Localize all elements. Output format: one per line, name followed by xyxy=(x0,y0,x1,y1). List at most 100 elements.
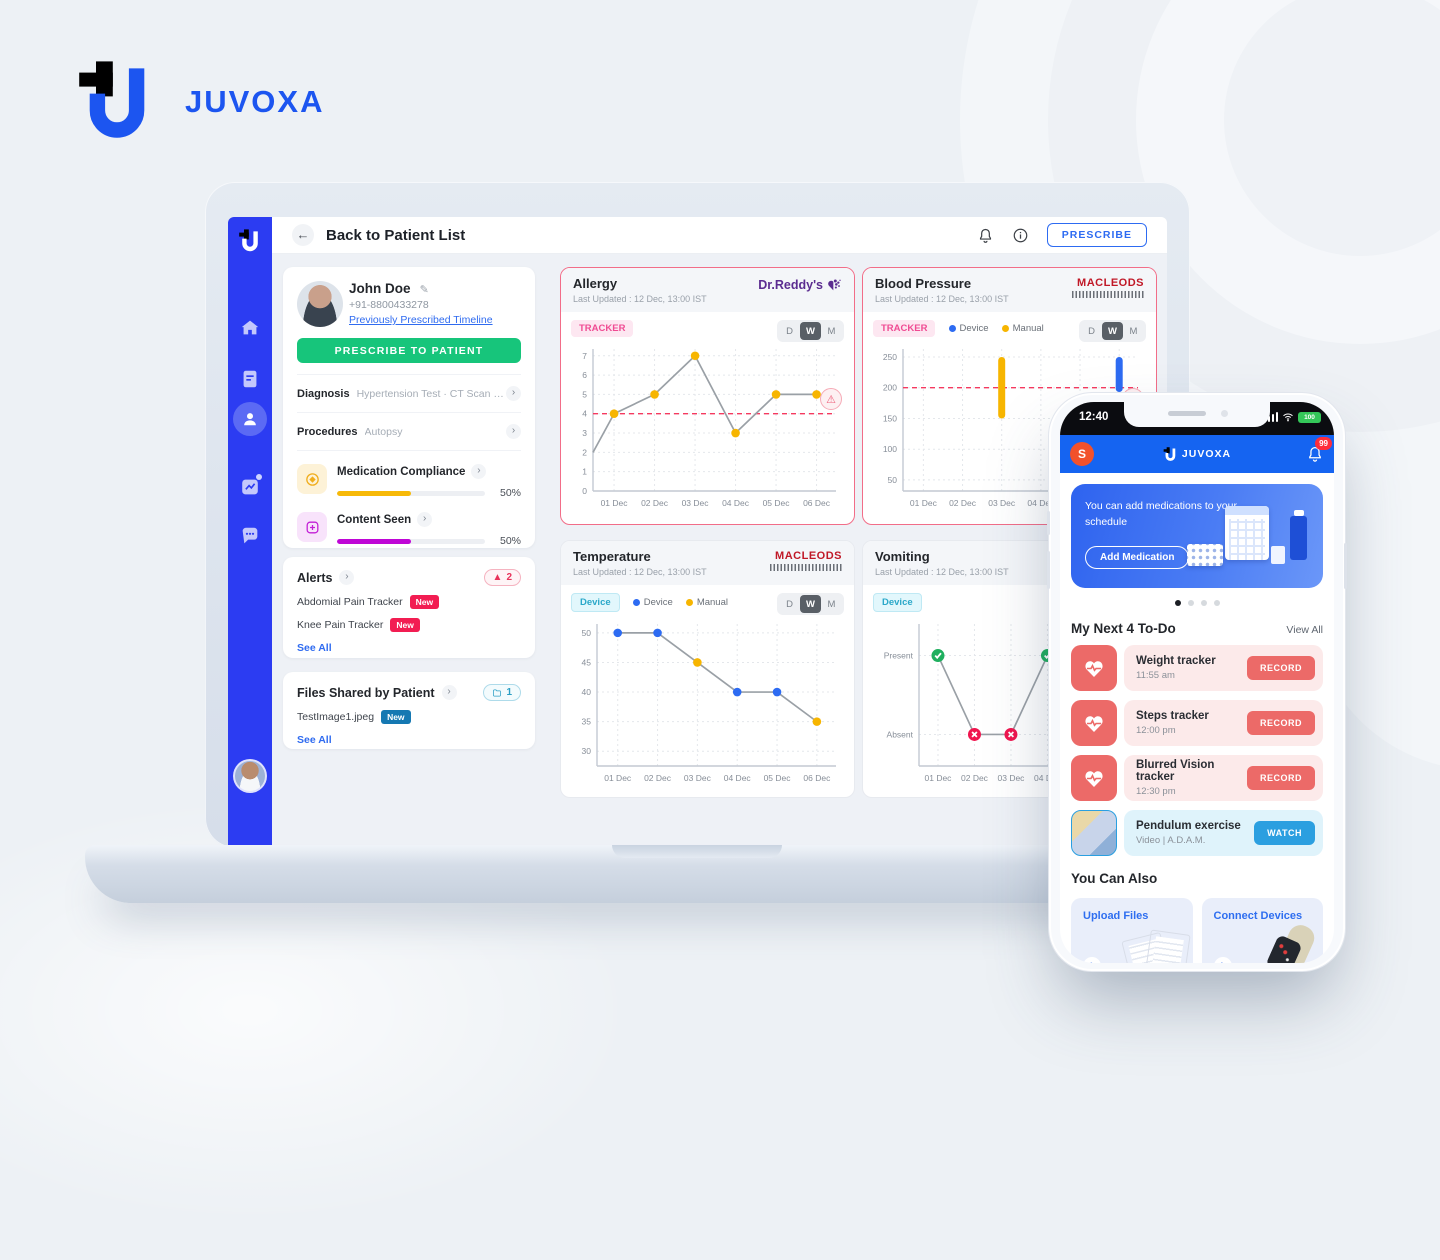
toggle-day[interactable]: D xyxy=(786,598,793,610)
macleods-logo: MACLEODS xyxy=(770,550,842,571)
watch-button[interactable]: WATCH xyxy=(1254,821,1315,845)
prescribe-button[interactable]: PRESCRIBE xyxy=(1046,223,1147,247)
medication-compliance-bar xyxy=(337,490,485,496)
medication-compliance-icon xyxy=(297,464,327,494)
alert-item[interactable]: Knee Pain Tracker New xyxy=(297,618,521,632)
svg-text:2: 2 xyxy=(582,447,587,457)
front-camera xyxy=(1221,410,1228,417)
chevron-right-icon[interactable]: › xyxy=(506,424,521,439)
todo-item-time: 12:00 pm xyxy=(1136,725,1176,736)
tracker-badge: TRACKER xyxy=(571,320,634,337)
heart-pulse-icon xyxy=(1071,645,1117,691)
content-seen-label: Content Seen xyxy=(337,513,412,526)
svg-text:06 Dec: 06 Dec xyxy=(803,498,831,508)
connect-devices-card[interactable]: Connect Devices › xyxy=(1201,898,1323,963)
todo-title: My Next 4 To-Do xyxy=(1071,621,1176,636)
phone-bell-icon[interactable]: 99 xyxy=(1306,437,1332,463)
svg-text:02 Dec: 02 Dec xyxy=(961,773,989,783)
toggle-month[interactable]: M xyxy=(1129,325,1138,337)
phone-juvoxa-logo: JUVOXA xyxy=(1163,447,1231,462)
chevron-right-icon[interactable]: › xyxy=(471,464,487,479)
phone-button xyxy=(1047,551,1050,589)
pill-blister-illustration xyxy=(1187,544,1223,566)
svg-text:Absent: Absent xyxy=(887,729,914,739)
view-all-link[interactable]: View All xyxy=(1286,624,1323,636)
info-icon[interactable] xyxy=(1012,227,1029,244)
doctor-avatar[interactable] xyxy=(235,761,265,791)
toggle-day[interactable]: D xyxy=(786,325,793,337)
files-card: Files Shared by Patient › 1 TestImage1.j… xyxy=(283,672,535,749)
toggle-month[interactable]: M xyxy=(827,598,836,610)
svg-text:35: 35 xyxy=(582,717,592,727)
sidebar-item-patients[interactable] xyxy=(233,402,267,436)
allergy-title: Allergy xyxy=(573,276,618,291)
device-badge: Device xyxy=(571,593,620,612)
procedures-row[interactable]: Procedures Autopsy › xyxy=(297,412,521,439)
record-button[interactable]: RECORD xyxy=(1246,766,1315,790)
files-see-all-link[interactable]: See All xyxy=(297,734,332,746)
macleods-logo: MACLEODS xyxy=(1072,277,1144,298)
alerts-see-all-link[interactable]: See All xyxy=(297,642,332,654)
patient-phone: +91-8800433278 xyxy=(349,299,429,311)
add-medication-banner: You can add medications to your schedule… xyxy=(1071,484,1323,588)
toggle-day[interactable]: D xyxy=(1088,325,1095,337)
bell-icon[interactable] xyxy=(977,227,994,244)
svg-text:0: 0 xyxy=(582,486,587,496)
chevron-right-icon[interactable]: › xyxy=(441,685,457,700)
alerts-title: Alerts xyxy=(297,570,333,585)
toggle-week[interactable]: W xyxy=(800,595,821,613)
wifi-icon xyxy=(1282,411,1294,423)
new-badge: New xyxy=(381,710,411,724)
sidebar-item-home[interactable] xyxy=(239,317,261,339)
file-item[interactable]: TestImage1.jpeg New xyxy=(297,710,521,724)
jar-illustration xyxy=(1271,546,1285,564)
chevron-right-icon[interactable]: › xyxy=(506,386,521,401)
svg-text:01 Dec: 01 Dec xyxy=(925,773,953,783)
chevron-right-icon[interactable]: › xyxy=(339,570,355,585)
chevron-right-icon[interactable]: › xyxy=(417,512,433,527)
smartwatch-illustration xyxy=(1257,921,1319,963)
back-button[interactable]: ← xyxy=(292,224,314,246)
edit-icon[interactable]: ✎ xyxy=(419,284,429,296)
documents-illustration xyxy=(1120,929,1191,963)
temperature-card: Temperature Last Updated : 12 Dec, 13:00… xyxy=(560,540,855,798)
sidebar-item-documents[interactable] xyxy=(239,368,261,390)
toggle-week[interactable]: W xyxy=(1102,322,1123,340)
svg-text:1: 1 xyxy=(582,467,587,477)
sidebar-item-chat[interactable] xyxy=(239,525,261,547)
juvoxa-logo-icon xyxy=(75,60,159,144)
chevron-right-icon[interactable]: › xyxy=(1213,957,1232,963)
record-button[interactable]: RECORD xyxy=(1246,711,1315,735)
phone-button xyxy=(1047,511,1050,535)
sidebar-item-analytics[interactable] xyxy=(239,474,262,498)
chevron-right-icon[interactable]: › xyxy=(1083,957,1101,963)
allergy-updated: Last Updated : 12 Dec, 13:00 IST xyxy=(573,294,707,304)
range-toggle: D W M xyxy=(777,320,844,342)
diagnosis-row[interactable]: Diagnosis Hypertension Test · CT Scan · … xyxy=(297,374,521,401)
phone-status-bar: 12:40 100 xyxy=(1060,402,1334,435)
user-avatar[interactable]: S xyxy=(1070,442,1094,466)
phone-screen: 12:40 100 S JUVOXA 99 Y xyxy=(1060,402,1334,963)
bp-title: Blood Pressure xyxy=(875,276,972,291)
add-medication-button[interactable]: Add Medication xyxy=(1085,546,1190,569)
toggle-month[interactable]: M xyxy=(827,325,836,337)
new-badge: New xyxy=(409,595,440,609)
svg-text:03 Dec: 03 Dec xyxy=(988,498,1016,508)
alert-item[interactable]: Abdomial Pain Tracker New xyxy=(297,595,521,609)
record-button[interactable]: RECORD xyxy=(1246,656,1315,680)
prescribed-timeline-link[interactable]: Previously Prescribed Timeline xyxy=(349,314,493,326)
upload-files-card[interactable]: Upload Files › xyxy=(1071,898,1193,963)
toggle-week[interactable]: W xyxy=(800,322,821,340)
juvoxa-logo-icon xyxy=(1163,447,1178,462)
drreddys-heart-icon xyxy=(826,277,842,293)
prescribe-to-patient-button[interactable]: PRESCRIBE TO PATIENT xyxy=(297,338,521,363)
laptop-mockup: ← Back to Patient List PRESCRIBE John Do… xyxy=(205,182,1190,848)
bell-badge: 99 xyxy=(1315,437,1332,450)
todo-item-time: 12:30 pm xyxy=(1136,786,1176,797)
app-topbar: ← Back to Patient List PRESCRIBE xyxy=(272,217,1167,254)
laptop-screen: ← Back to Patient List PRESCRIBE John Do… xyxy=(228,217,1167,848)
legend-device: Device xyxy=(948,323,989,334)
svg-text:50: 50 xyxy=(888,475,898,485)
tracker-badge: TRACKER xyxy=(873,320,936,337)
carousel-dots[interactable] xyxy=(1071,600,1323,606)
